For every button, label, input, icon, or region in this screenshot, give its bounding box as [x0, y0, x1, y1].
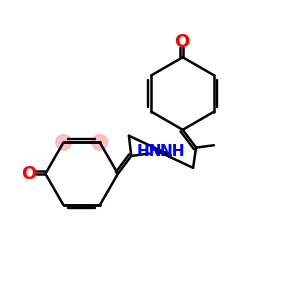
- Text: HN: HN: [137, 144, 163, 159]
- Circle shape: [92, 135, 107, 150]
- Text: NH: NH: [160, 144, 185, 159]
- Circle shape: [56, 135, 71, 150]
- Text: O: O: [174, 33, 189, 51]
- Text: O: O: [21, 165, 37, 183]
